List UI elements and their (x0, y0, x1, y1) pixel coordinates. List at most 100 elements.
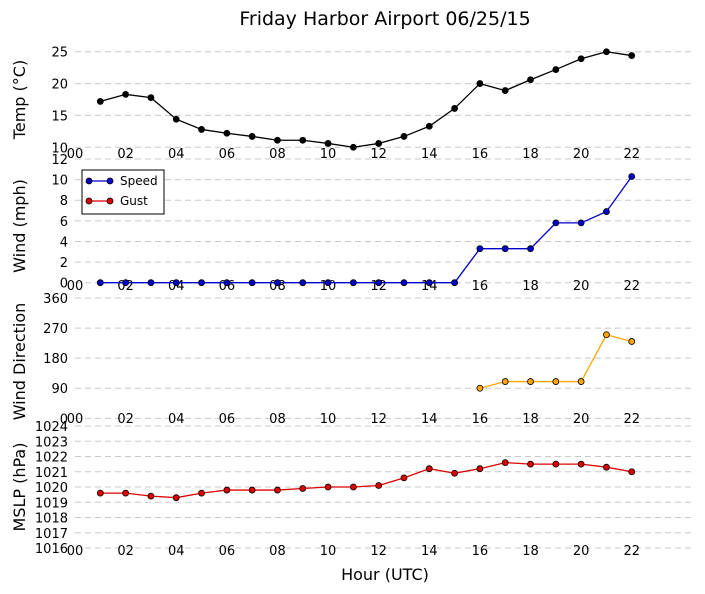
y-tick-label: 2 (60, 256, 68, 271)
data-point (375, 482, 383, 489)
y-tick-label: 360 (43, 292, 68, 307)
data-point (577, 378, 585, 385)
x-tick-label: 02 (117, 544, 134, 559)
x-tick-label: 12 (370, 412, 387, 427)
data-point (451, 469, 458, 477)
data-point (122, 489, 130, 497)
y-tick-label: 6 (60, 215, 68, 230)
data-point (274, 136, 281, 144)
data-point (552, 460, 560, 468)
data-point (425, 122, 433, 130)
data-point (223, 279, 231, 287)
data-point (425, 465, 433, 473)
data-point (147, 94, 155, 101)
data-point (96, 279, 104, 287)
data-point (172, 115, 180, 123)
x-tick-label: 20 (573, 279, 590, 294)
data-point (527, 460, 534, 468)
legend-marker (85, 177, 93, 185)
data-point (628, 173, 636, 180)
legend-marker (85, 197, 93, 205)
data-point (501, 87, 509, 94)
x-tick-label: 04 (168, 412, 185, 427)
series-line (100, 461, 632, 499)
data-point (527, 76, 534, 84)
data-point (147, 279, 155, 287)
data-point (324, 483, 332, 491)
data-point (628, 52, 636, 59)
data-point (603, 48, 610, 56)
x-tick-label: 16 (472, 147, 489, 162)
y-tick-label: 1021 (35, 466, 68, 481)
x-tick-label: 06 (219, 147, 236, 162)
data-point (375, 279, 383, 287)
y-tick-label: 10 (51, 141, 68, 156)
data-point (324, 140, 332, 147)
x-tick-label: 16 (472, 412, 489, 427)
x-tick-label: 08 (269, 544, 286, 559)
data-point (451, 105, 458, 112)
data-point (527, 245, 534, 253)
data-point (324, 279, 332, 287)
data-point (552, 378, 560, 385)
data-point (96, 98, 104, 105)
x-tick-label: 18 (522, 544, 539, 559)
data-point (476, 245, 484, 253)
data-point (274, 279, 281, 287)
x-tick-label: 16 (472, 544, 489, 559)
data-point (248, 133, 256, 140)
x-tick-label: 04 (168, 147, 185, 162)
x-tick-label: 02 (117, 412, 134, 427)
x-tick-label: 02 (117, 147, 134, 162)
y-tick-label: 270 (43, 322, 68, 337)
legend-box (81, 169, 165, 215)
x-tick-label: 22 (623, 279, 640, 294)
y-axis-label: Wind Direction (10, 303, 29, 421)
y-axis-label: Temp (°C) (10, 60, 29, 140)
x-tick-label: 10 (320, 147, 337, 162)
y-tick-label: 0 (60, 412, 68, 427)
data-point (248, 279, 256, 287)
x-tick-label: 20 (573, 544, 590, 559)
x-tick-label: 08 (269, 412, 286, 427)
x-tick-label: 08 (269, 147, 286, 162)
x-tick-label: 00 (67, 412, 84, 427)
x-tick-label: 12 (370, 544, 387, 559)
data-point (349, 483, 357, 491)
data-point (299, 485, 307, 492)
data-point (147, 492, 155, 500)
data-point (552, 219, 560, 227)
data-point (451, 279, 458, 287)
x-tick-label: 22 (623, 544, 640, 559)
y-tick-label: 8 (60, 194, 68, 209)
y-tick-label: 15 (51, 109, 68, 124)
y-tick-label: 1018 (35, 512, 68, 527)
x-tick-label: 10 (320, 544, 337, 559)
x-tick-label: 04 (168, 544, 185, 559)
x-tick-label: 22 (623, 147, 640, 162)
data-point (349, 279, 357, 287)
data-point (299, 279, 307, 287)
series-line (100, 176, 633, 284)
x-tick-label: 06 (219, 412, 236, 427)
data-point (603, 208, 610, 215)
data-point (198, 126, 205, 133)
x-tick-label: 18 (522, 412, 539, 427)
y-tick-label: 1016 (35, 542, 68, 557)
data-point (400, 279, 408, 287)
data-point (96, 489, 104, 497)
legend-label: Gust (120, 194, 148, 208)
data-point (122, 279, 130, 287)
series-line (100, 51, 632, 148)
x-tick-label: 14 (421, 544, 438, 559)
x-tick-label: 00 (67, 544, 84, 559)
data-point (577, 460, 585, 468)
legend-marker (106, 177, 114, 185)
data-point (122, 91, 130, 98)
legend-marker (106, 197, 114, 205)
x-tick-label: 22 (623, 412, 640, 427)
y-tick-label: 1020 (35, 481, 68, 496)
data-point (400, 474, 408, 482)
y-tick-label: 10 (51, 174, 68, 189)
